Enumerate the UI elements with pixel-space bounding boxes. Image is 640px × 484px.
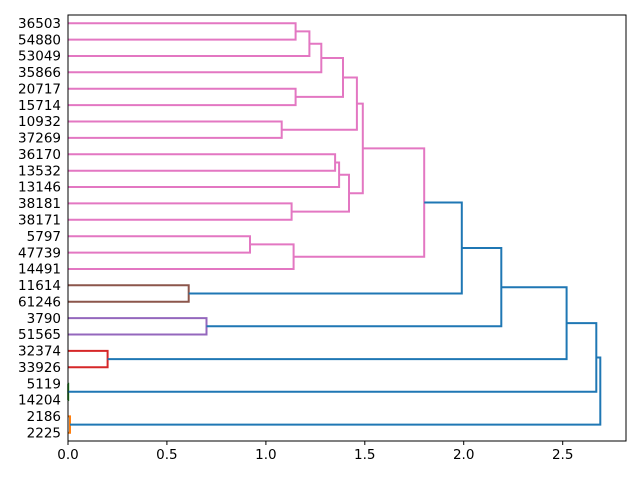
dendrogram-link [68, 89, 296, 105]
x-tick-label: 0.0 [57, 447, 78, 463]
dendrogram-link [68, 351, 108, 367]
plot-border [68, 15, 626, 441]
leaf-label: 5797 [27, 229, 61, 245]
dendrogram-link [68, 44, 321, 73]
dendrogram-link [68, 23, 296, 39]
dendrogram-link [207, 248, 502, 326]
dendrogram-link [68, 318, 207, 334]
leaf-label: 54880 [18, 32, 61, 48]
dendrogram-link [68, 163, 339, 188]
leaf-label: 14491 [18, 262, 61, 278]
dendrogram-link [189, 203, 462, 294]
leaf-label: 51565 [18, 327, 61, 343]
leaf-label: 14204 [18, 393, 61, 409]
dendrogram-link [68, 244, 294, 269]
leaf-label: 61246 [18, 294, 61, 310]
x-tick-label: 2.5 [552, 447, 573, 463]
leaf-label: 32374 [18, 344, 61, 360]
dendrogram-link [68, 122, 282, 138]
leaf-label: 13146 [18, 180, 61, 196]
dendrogram-link [294, 148, 425, 256]
leaf-label: 47739 [18, 245, 61, 261]
leaf-label: 3790 [27, 311, 61, 327]
leaf-label: 2186 [27, 409, 61, 425]
leaf-label: 13532 [18, 163, 61, 179]
x-tick-label: 1.5 [354, 447, 375, 463]
dendrogram-link [68, 285, 189, 301]
dendrogram-link [68, 31, 309, 56]
x-tick-label: 0.5 [156, 447, 177, 463]
leaf-label: 36503 [18, 16, 61, 32]
leaf-label: 15714 [18, 98, 61, 114]
leaf-label: 38171 [18, 213, 61, 229]
dendrogram-link [68, 154, 335, 170]
dendrogram-link [68, 236, 250, 252]
leaf-label: 20717 [18, 81, 61, 97]
x-tick-label: 1.0 [255, 447, 276, 463]
leaf-label: 10932 [18, 114, 61, 130]
leaf-label: 36170 [18, 147, 61, 163]
leaf-label: 2225 [27, 426, 61, 442]
leaf-label: 38181 [18, 196, 61, 212]
dendrogram-link [68, 323, 596, 392]
dendrogram-link [296, 58, 343, 97]
leaf-label: 53049 [18, 49, 61, 65]
leaf-label: 11614 [18, 278, 61, 294]
leaf-label: 35866 [18, 65, 61, 81]
dendrogram-link [292, 175, 349, 212]
dendrogram-link [108, 287, 567, 359]
dendrogram-link [68, 203, 292, 219]
leaf-label: 5119 [27, 376, 61, 392]
dendrogram-link [282, 78, 357, 130]
leaf-label: 37269 [18, 131, 61, 147]
leaf-label: 33926 [18, 360, 61, 376]
x-tick-label: 2.0 [453, 447, 474, 463]
